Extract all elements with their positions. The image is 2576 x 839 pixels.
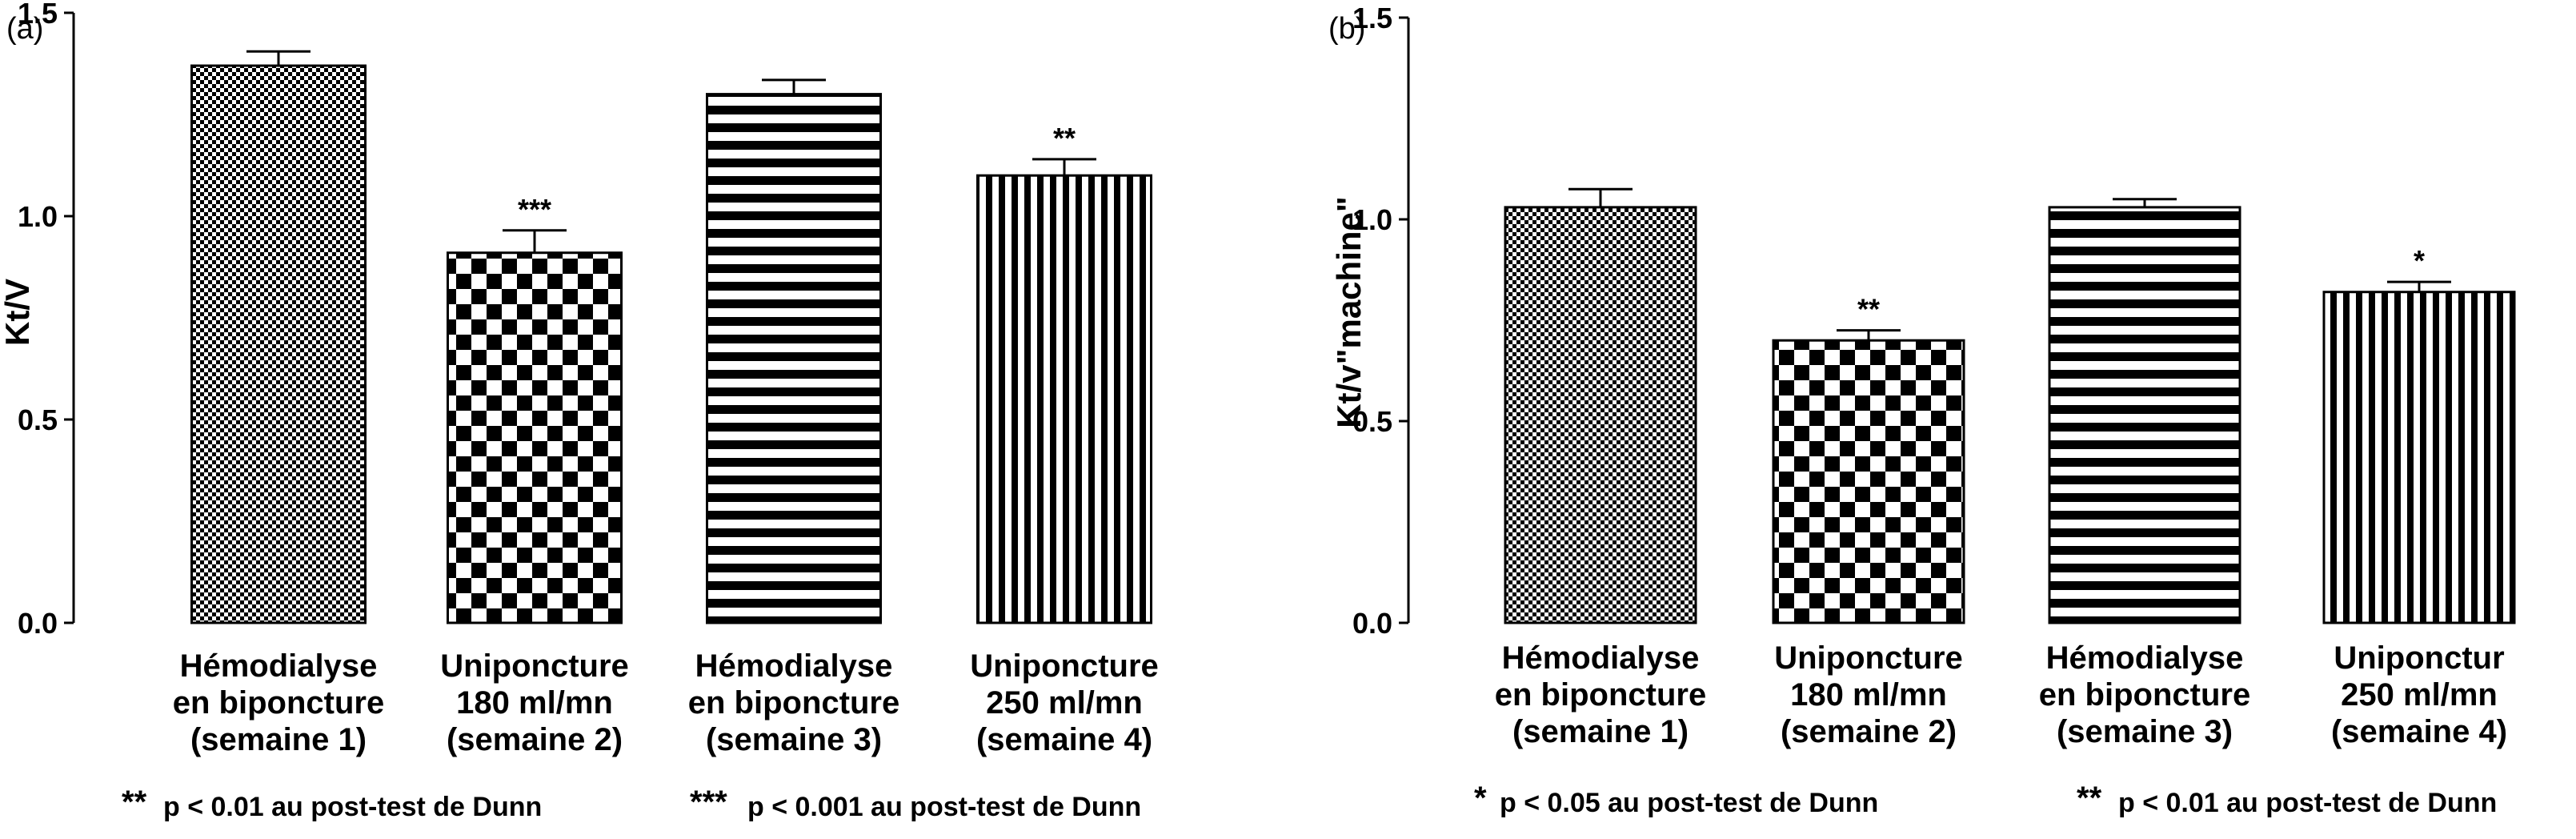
bar (1504, 206, 1697, 624)
category-label: Hémodialyse (2046, 640, 2244, 676)
bar (190, 64, 367, 624)
category-label: (semaine 3) (2057, 714, 2233, 749)
footnote-text: p < 0.01 au post-test de Dunn (2118, 788, 2497, 818)
y-tick-label: 0.5 (18, 403, 58, 436)
bar (2322, 291, 2516, 624)
y-tick-label: 1.0 (1352, 203, 1392, 236)
footnote-stars: * (1474, 781, 1487, 816)
category-label: 250 ml/mn (2341, 677, 2498, 713)
category-label: Hémodialyse (1502, 640, 1700, 676)
category-label: (semaine 2) (447, 722, 623, 757)
footnote-stars: ** (122, 785, 147, 820)
category-label: (semaine 3) (706, 722, 882, 757)
footnote-text: p < 0.05 au post-test de Dunn (1500, 788, 1878, 818)
y-tick-label: 1.5 (18, 0, 58, 30)
y-tick-label: 0.5 (1352, 405, 1392, 438)
footnote-text: p < 0.001 au post-test de Dunn (747, 792, 1141, 822)
footnote-stars: ** (2077, 781, 2102, 816)
bar (2048, 206, 2241, 624)
category-label: Hémodialyse (180, 648, 378, 684)
category-label: en biponcture (1495, 677, 1706, 713)
panel-b: (b) Kt/v"machine" 0.0 0.5 1.0 1.5 Hémodialys… (1328, 2, 2516, 818)
category-label: en biponcture (173, 685, 384, 721)
significance-label: * (2414, 244, 2425, 277)
category-label: Uniponcture (970, 648, 1159, 684)
category-label: (semaine 4) (976, 722, 1152, 757)
y-tick-label: 1.0 (18, 200, 58, 233)
bar (447, 251, 623, 624)
footnote-stars: *** (690, 785, 727, 820)
category-label: Hémodialyse (695, 648, 893, 684)
bar (1772, 339, 1965, 624)
panel-a-y-axis-label: Kt/V (0, 279, 36, 346)
y-tick-label: 0.0 (1352, 607, 1392, 640)
category-label: (semaine 4) (2331, 714, 2507, 749)
category-label: Uniponcture (440, 648, 629, 684)
category-label: Uniponctur (2334, 640, 2504, 676)
panel-a-label: (a) (6, 12, 43, 46)
y-tick-label: 1.5 (1352, 2, 1392, 34)
bar (976, 174, 1152, 624)
category-label: 180 ml/mn (456, 685, 613, 721)
footnote-text: p < 0.01 au post-test de Dunn (163, 792, 542, 822)
category-label: 180 ml/mn (1790, 677, 1947, 713)
category-label: (semaine 1) (190, 722, 367, 757)
category-label: 250 ml/mn (986, 685, 1143, 721)
y-tick-label: 0.0 (18, 607, 58, 640)
significance-label: ** (1053, 122, 1076, 155)
significance-label: *** (518, 193, 551, 226)
significance-label: ** (1857, 293, 1880, 326)
category-label: en biponcture (2039, 677, 2250, 713)
bar (706, 93, 882, 624)
category-label: en biponcture (688, 685, 899, 721)
panel-b-y-axis-label: Kt/v"machine" (1330, 196, 1368, 428)
panel-b-label: (b) (1328, 12, 1365, 46)
category-label: (semaine 1) (1512, 714, 1689, 749)
category-label: Uniponcture (1774, 640, 1963, 676)
category-label: (semaine 2) (1781, 714, 1957, 749)
